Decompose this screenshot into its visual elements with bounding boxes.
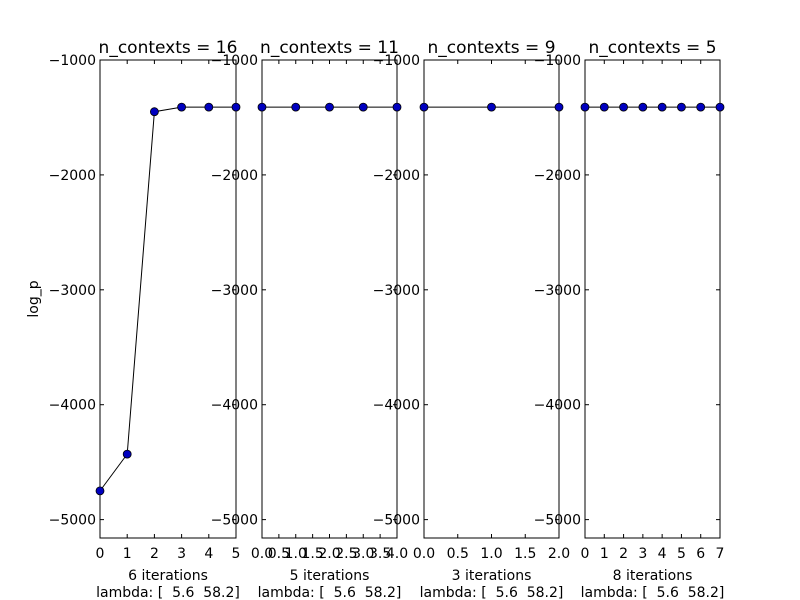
subplot-title: n_contexts = 5 bbox=[588, 38, 716, 58]
x-tick-label: 4 bbox=[204, 546, 213, 562]
data-point bbox=[599, 102, 609, 112]
subplot-title: n_contexts = 11 bbox=[260, 38, 399, 58]
y-tick-label: −1000 bbox=[534, 53, 581, 69]
x-tick-label: 0 bbox=[96, 546, 105, 562]
x-tick-label: 2.0 bbox=[318, 546, 340, 562]
subplot-title: n_contexts = 9 bbox=[427, 38, 555, 58]
y-axis-label: log_p bbox=[26, 280, 42, 317]
x-tick-label: 2 bbox=[619, 546, 628, 562]
y-tick-label: −1000 bbox=[373, 53, 420, 69]
y-tick-label: −3000 bbox=[534, 283, 581, 299]
subplot-3: n_contexts = 9 −1000 −2000 −3000 −4000 −5000 0… bbox=[373, 38, 570, 600]
x-axis-label: 5 iterations lambda: [ 5.6 58.2] bbox=[258, 568, 402, 600]
x-tick-label: 5 bbox=[232, 546, 241, 562]
axes-frame bbox=[99, 59, 237, 539]
x-tick-label: 4 bbox=[658, 546, 667, 562]
x-tick-label: 2.5 bbox=[335, 546, 357, 562]
data-point bbox=[419, 102, 429, 112]
data-point bbox=[95, 486, 105, 496]
subplot-1: n_contexts = 16−1000 −2000 −3000 −4000 −5000… bbox=[26, 38, 240, 600]
y-tick-label: −2000 bbox=[373, 168, 420, 184]
data-point bbox=[487, 102, 496, 112]
x-tick-label: 1 bbox=[123, 546, 132, 562]
x-tick-label: 4.0 bbox=[386, 546, 408, 562]
data-point bbox=[291, 102, 301, 112]
data-point bbox=[580, 102, 590, 112]
subplot-4: n_contexts = 5 −1000 −2000 −3000 −4000 −5000 0… bbox=[534, 38, 725, 600]
x-axis-label-line: lambda: [ 5.6 58.2] bbox=[258, 585, 402, 600]
data-point bbox=[325, 102, 334, 112]
data-point bbox=[696, 102, 706, 112]
x-tick-label: 2.0 bbox=[548, 546, 570, 562]
y-tick-label: −2000 bbox=[49, 168, 96, 184]
data-point bbox=[677, 102, 686, 112]
x-tick-label: 0 bbox=[581, 546, 590, 562]
x-tick-label: 3.5 bbox=[369, 546, 391, 562]
x-tick-label: 0.0 bbox=[413, 546, 435, 562]
y-tick-label: −5000 bbox=[49, 513, 96, 529]
x-tick-label: 6 bbox=[696, 546, 705, 562]
data-point bbox=[149, 107, 159, 117]
y-tick-label: −4000 bbox=[534, 398, 581, 414]
y-tick-label: −5000 bbox=[534, 513, 581, 529]
x-axis-label: 6 iterations lambda: [ 5.6 58.2] bbox=[96, 568, 240, 600]
x-tick-label: 0.5 bbox=[268, 546, 290, 562]
axes-frame bbox=[261, 59, 398, 539]
series-line bbox=[99, 106, 236, 492]
x-axis-label: 3 iterations lambda: [ 5.6 58.2] bbox=[420, 568, 564, 600]
y-tick-label: −5000 bbox=[211, 513, 258, 529]
data-point bbox=[204, 102, 214, 112]
x-tick-label: 1.0 bbox=[285, 546, 307, 562]
x-tick-label: 3 bbox=[177, 546, 186, 562]
x-axis-label-line: 6 iterations bbox=[128, 568, 208, 584]
y-tick-label: −3000 bbox=[49, 283, 96, 299]
data-point bbox=[554, 102, 564, 112]
axes-frame bbox=[423, 59, 560, 539]
data-point bbox=[392, 102, 402, 112]
data-point bbox=[358, 102, 368, 112]
data-point bbox=[715, 102, 725, 112]
y-tick-label: −4000 bbox=[211, 398, 258, 414]
y-tick-label: −2000 bbox=[534, 168, 581, 184]
x-axis-label: 8 iterations lambda: [ 5.6 58.2] bbox=[581, 568, 725, 600]
x-axis-label-line: 3 iterations bbox=[452, 568, 532, 584]
x-tick-label: 3.0 bbox=[352, 546, 374, 562]
x-axis-label-line: 5 iterations bbox=[290, 568, 370, 584]
x-axis-label-line: lambda: [ 5.6 58.2] bbox=[420, 585, 564, 600]
x-tick-label: 0.5 bbox=[447, 546, 469, 562]
axes-frame bbox=[584, 59, 721, 539]
data-point bbox=[177, 102, 187, 112]
x-axis-label-line: 8 iterations bbox=[613, 568, 693, 584]
data-point bbox=[619, 102, 628, 112]
data-point bbox=[657, 102, 667, 112]
x-tick-label: 1.5 bbox=[301, 546, 323, 562]
data-point bbox=[122, 449, 132, 459]
data-point bbox=[231, 102, 241, 112]
x-tick-label: 1 bbox=[600, 546, 609, 562]
subplot-2: n_contexts = 11−1000 −2000 −3000 −4000 −5000… bbox=[211, 38, 408, 600]
x-tick-label: 7 bbox=[716, 546, 725, 562]
y-tick-label: −4000 bbox=[49, 398, 96, 414]
x-tick-label: 1.5 bbox=[514, 546, 536, 562]
y-tick-label: −3000 bbox=[211, 283, 258, 299]
y-tick-label: −2000 bbox=[211, 168, 258, 184]
data-point bbox=[257, 102, 267, 112]
y-tick-label: −4000 bbox=[373, 398, 420, 414]
x-tick-label: 2 bbox=[150, 546, 159, 562]
data-point bbox=[638, 102, 648, 112]
y-tick-label: −1000 bbox=[49, 53, 96, 69]
x-tick-label: 1.0 bbox=[480, 546, 502, 562]
subplot-title: n_contexts = 16 bbox=[99, 38, 238, 58]
y-tick-label: −5000 bbox=[373, 513, 420, 529]
x-tick-label: 3 bbox=[638, 546, 647, 562]
y-tick-label: −1000 bbox=[211, 53, 258, 69]
x-tick-label: 5 bbox=[677, 546, 686, 562]
y-tick-label: −3000 bbox=[373, 283, 420, 299]
x-axis-label-line: lambda: [ 5.6 58.2] bbox=[581, 585, 725, 600]
x-axis-label-line: lambda: [ 5.6 58.2] bbox=[96, 585, 240, 600]
x-tick-label: 0.0 bbox=[251, 546, 273, 562]
